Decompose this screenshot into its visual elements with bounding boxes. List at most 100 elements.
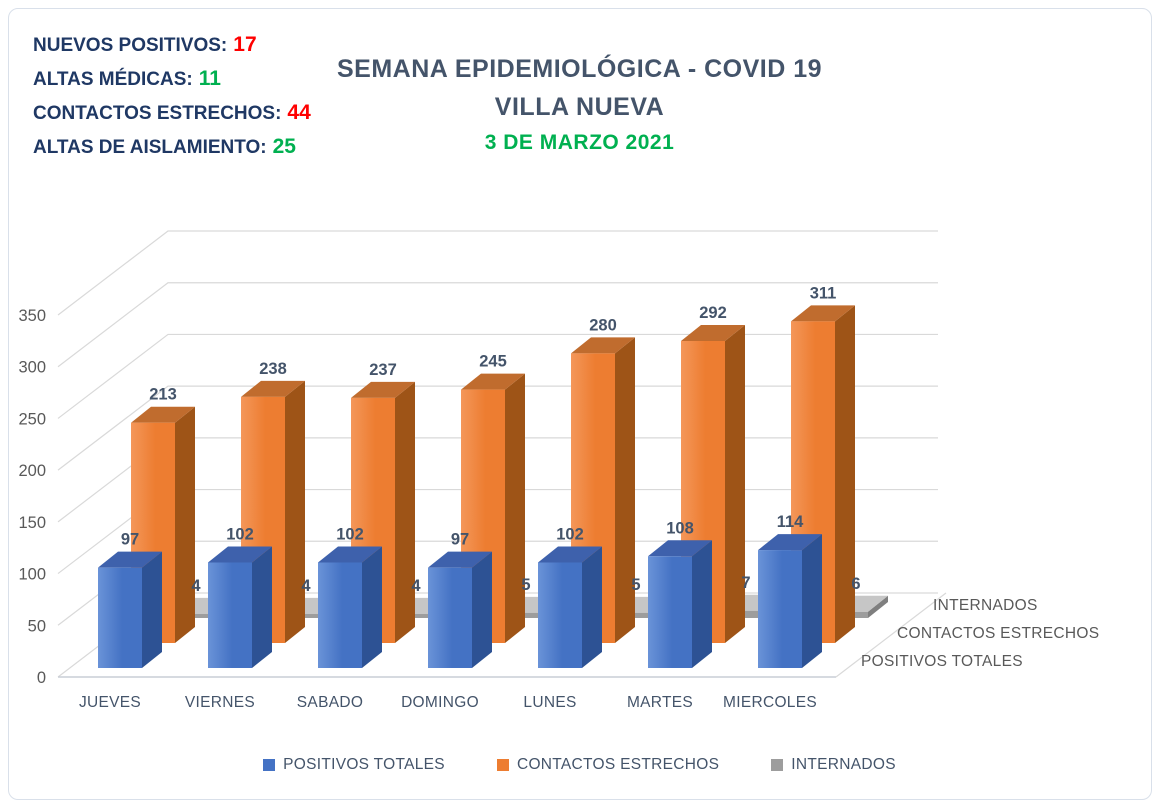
- bar-front-face: [428, 567, 472, 668]
- legend-item-0: POSITIVOS TOTALES: [263, 756, 445, 774]
- bar-top-face: [318, 546, 382, 563]
- stat-label: ALTAS MÉDICAS:: [33, 69, 193, 90]
- data-label: 4: [301, 577, 311, 595]
- depth-axis-label: CONTACTOS ESTRECHOS: [897, 625, 1099, 642]
- data-label: 311: [810, 284, 837, 302]
- stat-value: 25: [272, 135, 296, 158]
- data-label: 102: [556, 526, 584, 544]
- bar-positivos-totales-lunes: [538, 546, 602, 668]
- data-label: 237: [369, 361, 397, 379]
- data-label: 97: [121, 531, 139, 549]
- value-tick-label: 250: [18, 410, 46, 428]
- bar-top-face: [791, 305, 855, 322]
- bar-front-face: [758, 550, 802, 668]
- stats-panel: NUEVOS POSITIVOS: 17 ALTAS MÉDICAS: 11 CONTA…: [33, 28, 311, 164]
- bar-side-face: [725, 324, 745, 643]
- category-label: LUNES: [523, 694, 576, 711]
- bar-top-face: [241, 380, 305, 397]
- bar-top-face: [648, 540, 712, 557]
- legend-item-2: INTERNADOS: [771, 756, 896, 774]
- data-label: 7: [741, 574, 750, 592]
- legend-swatch-icon: [771, 759, 784, 771]
- data-label: 5: [521, 576, 530, 594]
- bar-front-face: [98, 567, 142, 668]
- value-tick-label: 350: [18, 307, 46, 325]
- data-label: 238: [259, 360, 287, 378]
- depth-axis-labels: INTERNADOS CONTACTOS ESTRECHOS POSITIVOS T…: [861, 597, 1099, 670]
- bar-front-face: [208, 562, 252, 668]
- data-label: 5: [631, 576, 640, 594]
- stat-label: NUEVOS POSITIVOS:: [33, 35, 228, 56]
- category-label: SABADO: [297, 694, 363, 711]
- bar-side-face: [285, 380, 305, 643]
- value-tick-label: 150: [18, 514, 46, 532]
- floor-right-edge: [835, 592, 947, 678]
- gridline-350: [57, 230, 938, 316]
- stat-label: ALTAS DE AISLAMIENTO:: [33, 137, 267, 158]
- bar-top-face: [208, 546, 272, 563]
- data-label: 4: [411, 577, 421, 595]
- data-label: 102: [336, 526, 364, 544]
- category-label: MARTES: [627, 694, 693, 711]
- category-label: DOMINGO: [401, 694, 479, 711]
- series-row-positivos-totales: [98, 534, 822, 668]
- stat-row-0: NUEVOS POSITIVOS: 17: [33, 28, 311, 62]
- bar-top-face: [428, 551, 492, 568]
- bar-side-face: [472, 551, 492, 668]
- bar-positivos-totales-viernes: [208, 546, 272, 668]
- bar-side-face: [142, 551, 162, 668]
- bar-side-face: [395, 381, 415, 643]
- category-label: VIERNES: [185, 694, 255, 711]
- bar-top-face: [98, 551, 162, 568]
- chart-legend: POSITIVOS TOTALES CONTACTOS ESTRECHOS INTE…: [0, 756, 1159, 774]
- depth-axis-label: INTERNADOS: [933, 597, 1038, 614]
- data-labels: 97 102 102 97 102 108 114 213 238 237 245 280 292 311…: [121, 284, 861, 595]
- legend-swatch-icon: [263, 759, 276, 771]
- stat-value: 44: [287, 101, 311, 124]
- category-axis-labels: JUEVES VIERNES SABADO DOMINGO LUNES MARTES MIE…: [79, 694, 817, 711]
- bar-top-face: [131, 406, 195, 423]
- data-label: 114: [777, 513, 804, 531]
- bar-side-face: [802, 534, 822, 668]
- bar-positivos-totales-sabado: [318, 546, 382, 668]
- stat-row-2: CONTACTOS ESTRECHOS: 44: [33, 96, 311, 130]
- data-label: 97: [451, 531, 469, 549]
- value-tick-label: 0: [37, 669, 46, 687]
- legend-label: POSITIVOS TOTALES: [283, 756, 445, 773]
- data-label: 280: [589, 316, 617, 334]
- bar-side-face: [362, 546, 382, 668]
- bar-front-face: [648, 556, 692, 668]
- bar-top-face: [351, 381, 415, 398]
- category-label: JUEVES: [79, 694, 141, 711]
- data-label: 213: [149, 386, 177, 404]
- data-label: 292: [699, 304, 727, 322]
- gridline-300: [57, 282, 938, 368]
- bar-positivos-totales-martes: [648, 540, 712, 668]
- bar-positivos-totales-miercoles: [758, 534, 822, 668]
- legend-label: CONTACTOS ESTRECHOS: [516, 756, 720, 773]
- depth-axis-label: POSITIVOS TOTALES: [861, 653, 1023, 670]
- value-tick-label: 300: [18, 359, 46, 377]
- bar-positivos-totales-jueves: [98, 551, 162, 668]
- data-label: 4: [191, 577, 201, 595]
- value-tick-label: 100: [18, 566, 46, 584]
- value-tick-label: 50: [28, 617, 46, 635]
- data-label: 108: [666, 519, 694, 537]
- bar-side-face: [582, 546, 602, 668]
- bar-side-face: [252, 546, 272, 668]
- bar-front-face: [538, 562, 582, 668]
- legend-item-1: CONTACTOS ESTRECHOS: [496, 756, 720, 774]
- bar-top-face: [538, 546, 602, 563]
- bar-top-face: [461, 373, 525, 390]
- bar-top-face: [758, 534, 822, 551]
- bar-top-face: [571, 337, 635, 354]
- bar-side-face: [505, 373, 525, 643]
- bar-side-face: [692, 540, 712, 668]
- bar-side-face: [868, 595, 888, 618]
- legend-label: INTERNADOS: [791, 756, 896, 773]
- category-label: MIERCOLES: [723, 694, 817, 711]
- bar-contactos-estrechos-domingo: [461, 373, 525, 643]
- data-label: 245: [479, 353, 507, 371]
- bar-side-face: [175, 406, 195, 643]
